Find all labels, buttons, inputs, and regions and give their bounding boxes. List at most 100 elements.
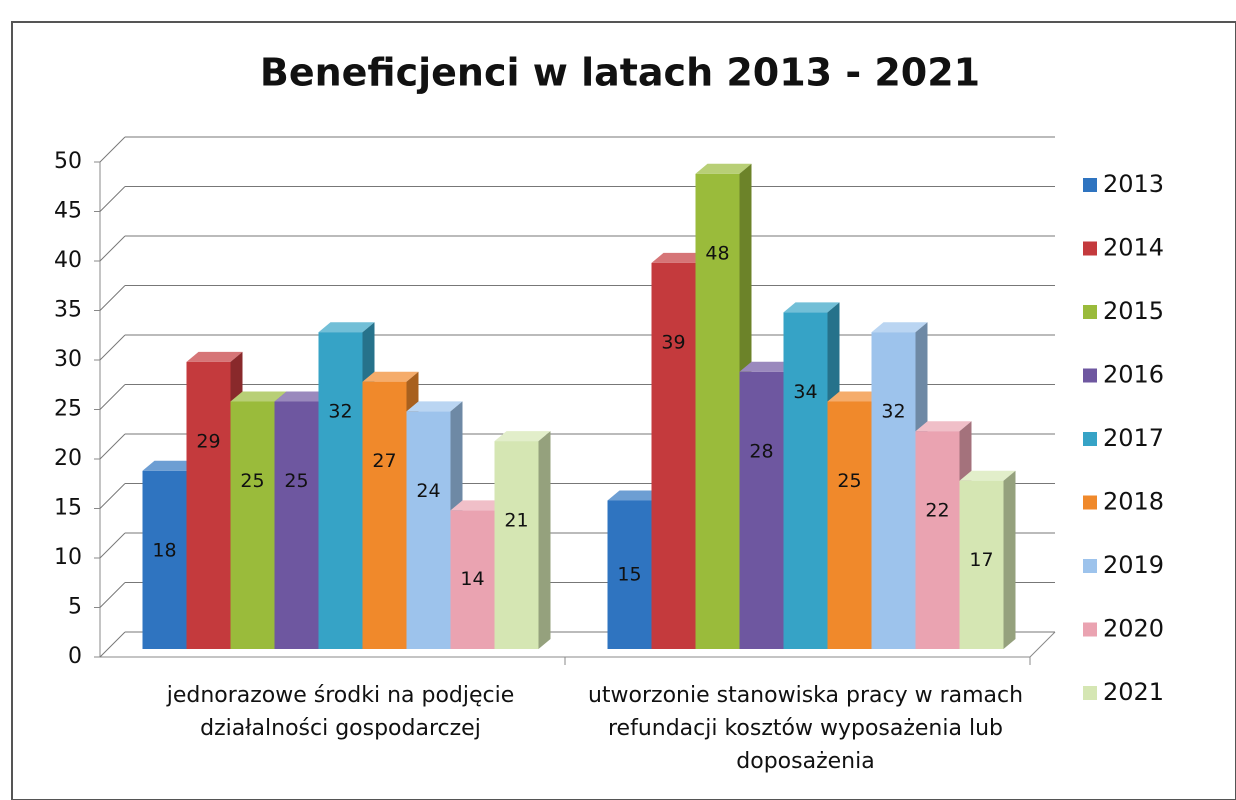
bar-top [406,401,463,412]
bar-top [450,500,507,511]
data-label: 32 [328,401,352,423]
bar-top [142,460,199,471]
x-tick-label: jednorazowe środki na podjęcie działalno… [166,683,515,741]
bar [142,470,187,649]
legend-label: 2014 [1103,234,1164,262]
bar [871,332,916,649]
legend-label: 2016 [1103,361,1164,389]
bar [494,441,539,649]
grid-line-side [99,433,126,460]
x-tick-label: utworzonie stanowiska pracy w ramach ref… [587,683,1024,774]
bar [186,361,231,649]
bar [915,431,960,649]
bar [450,510,495,649]
legend-swatch [1083,559,1097,573]
y-tick-label: 10 [54,545,82,570]
grid-line-side [99,483,126,509]
data-label: 27 [372,450,396,472]
bar-top [915,421,972,432]
y-tick-label: 35 [54,298,82,323]
bar-top [827,391,884,402]
y-tick-label: 0 [68,644,82,669]
bar-top [871,322,928,333]
grid-line-side [99,532,126,559]
bar [274,401,319,649]
bar-top [362,371,419,382]
y-tick-label: 45 [54,199,82,224]
grid-line-side [99,334,126,361]
legend-label: 2020 [1103,615,1164,643]
legend-label: 2017 [1103,424,1164,452]
bar-top [651,252,708,263]
legend-swatch [1083,178,1097,192]
bar-top [739,361,796,372]
bar-top [186,351,243,362]
data-label: 28 [749,440,773,462]
data-label: 39 [661,331,685,353]
legend-swatch [1083,686,1097,700]
data-label: 25 [284,470,308,492]
bar [827,401,872,649]
floor-edge [1029,631,1056,658]
legend-swatch [1083,368,1097,383]
grid-line-side [99,631,126,658]
bar-top [695,163,752,174]
data-label: 18 [152,539,176,561]
bar-top [318,322,375,333]
data-label: 48 [705,242,729,264]
bar-top [607,490,664,501]
bar [318,332,363,649]
grid-line-side [99,186,126,212]
data-label: 14 [460,568,484,590]
legend-label: 2015 [1103,297,1164,325]
data-label: 15 [617,563,641,585]
bar-top [494,431,551,442]
y-tick-label: 20 [54,446,82,471]
bar-side [538,431,551,649]
y-tick-label: 25 [54,397,82,422]
legend-swatch [1083,622,1097,637]
grid-line-side [99,136,126,163]
bar [230,401,275,649]
legend-label: 2013 [1103,170,1164,198]
bar [406,411,451,649]
data-label: 32 [881,401,905,423]
bar [362,381,407,649]
bar [695,173,740,650]
grid-line-side [99,285,126,311]
y-tick-label: 5 [68,595,82,620]
chart-title: Beneficjenci w latach 2013 - 2021 [260,51,980,95]
legend-label: 2021 [1103,678,1164,706]
data-label: 17 [969,549,993,571]
data-label: 34 [793,381,817,403]
grid-line-side [99,384,126,410]
bar [607,500,652,649]
data-label: 21 [504,510,528,532]
legend-swatch [1083,432,1097,446]
bar [739,371,784,649]
y-tick-label: 40 [54,248,82,273]
y-tick-label: 15 [54,496,82,521]
bar-top [274,391,331,402]
data-label: 22 [925,500,949,522]
data-label: 29 [196,430,220,452]
grid-line-side [99,582,126,608]
legend-label: 2018 [1103,488,1164,516]
legend-swatch [1083,305,1097,319]
data-label: 24 [416,480,440,502]
legend-label: 2019 [1103,551,1164,579]
bar-top [783,302,840,313]
grid-line-side [99,235,126,262]
bar [959,480,1004,649]
legend-swatch [1083,495,1097,510]
legend-swatch [1083,241,1097,256]
bar-top [959,470,1016,481]
y-tick-label: 50 [54,149,82,174]
data-label: 25 [240,470,264,492]
data-label: 25 [837,470,861,492]
bar-side [1003,470,1016,649]
bar [651,262,696,649]
y-tick-label: 30 [54,347,82,372]
